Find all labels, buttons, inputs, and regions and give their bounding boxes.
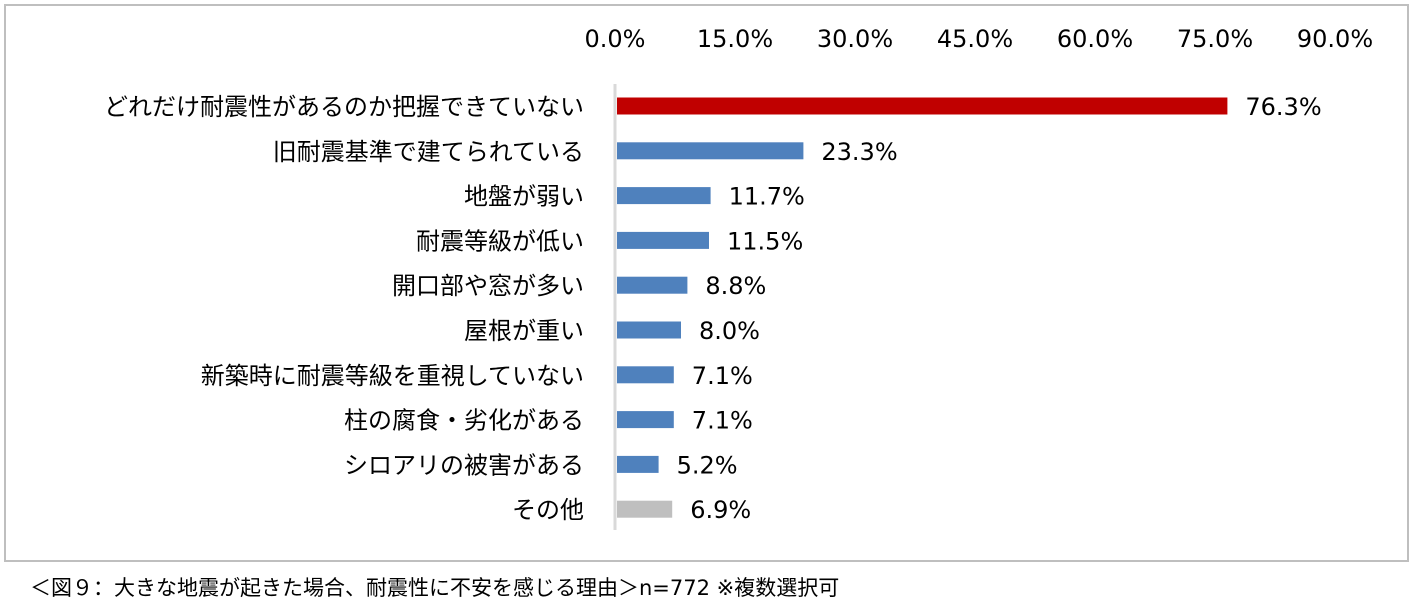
x-tick-label: 90.0% <box>1297 25 1373 53</box>
chart-frame <box>4 4 1409 562</box>
x-tick-label: 75.0% <box>1177 25 1253 53</box>
data-label: 76.3% <box>1245 93 1321 121</box>
x-tick-label: 15.0% <box>697 25 773 53</box>
data-label: 11.5% <box>727 227 803 255</box>
bar <box>617 455 659 473</box>
bar <box>617 276 688 294</box>
data-label: 7.1% <box>692 362 753 390</box>
bar <box>617 321 681 339</box>
category-label: 旧耐震基準で建てられている <box>273 138 584 166</box>
category-label: 開口部や窓が多い <box>392 272 584 300</box>
data-label: 8.0% <box>699 317 760 345</box>
figure-caption: ＜図９：大きな地震が起きた場合、耐震性に不安を感じる理由＞n=772 ※複数選択… <box>30 576 840 600</box>
x-tick-label: 45.0% <box>937 25 1013 53</box>
category-label: 新築時に耐震等級を重視していない <box>201 362 584 390</box>
category-label: 柱の腐食・劣化がある <box>344 407 584 435</box>
bar <box>617 142 804 160</box>
x-tick-label: 60.0% <box>1057 25 1133 53</box>
bar <box>617 187 711 205</box>
data-label: 5.2% <box>677 451 738 479</box>
category-label: 地盤が弱い <box>464 183 584 211</box>
bar <box>617 231 709 249</box>
category-label: どれだけ耐震性があるのか把握できていない <box>104 93 584 121</box>
category-label: シロアリの被害がある <box>344 451 584 479</box>
category-label: 耐震等級が低い <box>416 227 584 255</box>
bar <box>617 366 674 384</box>
data-label: 11.7% <box>729 183 805 211</box>
data-label: 23.3% <box>821 138 897 166</box>
bar <box>617 500 673 518</box>
data-label: 6.9% <box>690 496 751 524</box>
data-label: 7.1% <box>692 407 753 435</box>
category-label: 屋根が重い <box>464 317 584 345</box>
bar <box>617 97 1228 115</box>
bar <box>617 411 674 429</box>
x-tick-label: 0.0% <box>585 25 646 53</box>
bar-chart: 0.0% 15.0% 30.0% 45.0% 60.0% 75.0% 90.0% どれだけ耐震… <box>104 25 1373 530</box>
category-label: その他 <box>512 496 584 524</box>
x-tick-label: 30.0% <box>817 25 893 53</box>
data-label: 8.8% <box>705 272 766 300</box>
